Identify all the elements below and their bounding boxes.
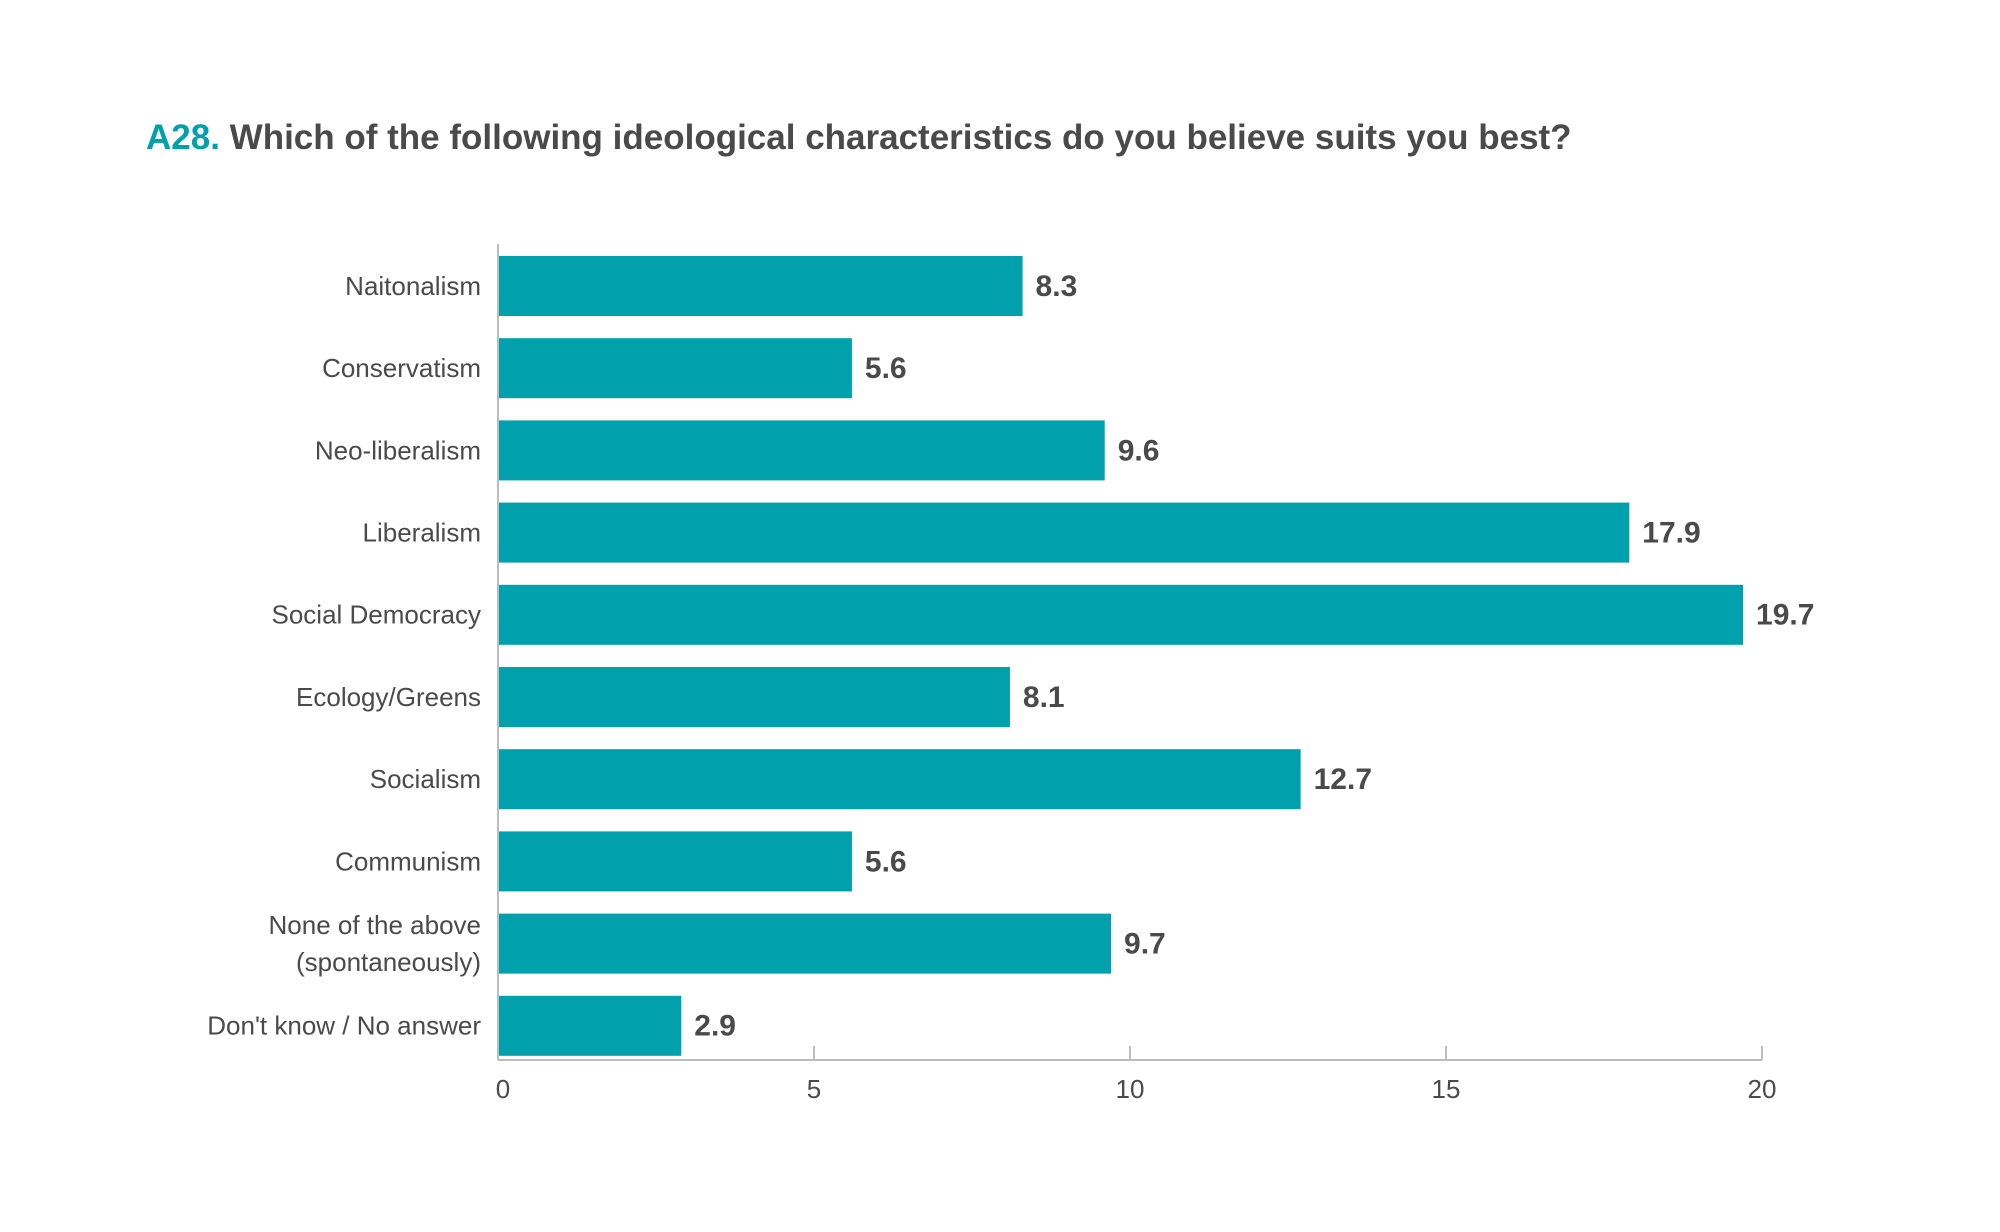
value-label-2: 5.6 <box>865 352 907 385</box>
category-label-10: Don't know / No answer <box>207 1011 481 1041</box>
value-label-6: 8.1 <box>1023 681 1065 714</box>
x-tick-label-15: 15 <box>1432 1074 1461 1104</box>
value-label-10: 2.9 <box>694 1010 736 1043</box>
bar-6 <box>498 667 1010 727</box>
value-label-5: 19.7 <box>1756 599 1814 632</box>
x-tick-label-5: 5 <box>807 1074 821 1104</box>
category-label-1: Naitonalism <box>345 271 481 301</box>
value-label-4: 17.9 <box>1642 517 1700 550</box>
category-label-6: Ecology/Greens <box>296 682 481 712</box>
value-label-8: 5.6 <box>865 845 907 878</box>
category-label-8: Communism <box>335 846 481 876</box>
x-tick-label-10: 10 <box>1116 1074 1145 1104</box>
bar-7 <box>498 749 1301 810</box>
category-label-3: Neo-liberalism <box>315 435 481 465</box>
category-label-5: Social Democracy <box>271 600 481 630</box>
bar-1 <box>498 256 1023 316</box>
value-label-1: 8.3 <box>1036 270 1078 303</box>
question-text: Which of the following ideological chara… <box>229 118 1572 157</box>
category-label-7: Socialism <box>370 764 481 794</box>
bar-3 <box>498 420 1105 481</box>
bar-10 <box>498 995 682 1056</box>
bar-9 <box>498 913 1112 974</box>
category-label-9-line-2: (spontaneously) <box>296 947 481 977</box>
x-tick-label-0: 0 <box>496 1074 510 1104</box>
value-label-3: 9.6 <box>1118 434 1160 467</box>
axes-group: 0 5 10 15 20 <box>496 244 1777 1104</box>
bar-2 <box>498 338 852 399</box>
bar-4 <box>498 502 1630 563</box>
category-label-4: Liberalism <box>363 517 482 547</box>
category-label-9-line-1: None of the above <box>269 910 482 940</box>
labels-group: 8.3 Naitonalism 5.6 Conservatism 9.6 Neo-libe… <box>207 270 1814 1043</box>
x-tick-label-20: 20 <box>1748 1074 1777 1104</box>
value-label-9: 9.7 <box>1124 928 1166 961</box>
chart-title: A28. Which of the following ideological … <box>146 118 1572 158</box>
question-id: A28. <box>146 118 220 157</box>
bar-8 <box>498 831 852 892</box>
bar-5 <box>498 584 1744 645</box>
bars-group <box>498 256 1744 1056</box>
category-label-2: Conservatism <box>322 353 481 383</box>
value-label-7: 12.7 <box>1314 763 1372 796</box>
